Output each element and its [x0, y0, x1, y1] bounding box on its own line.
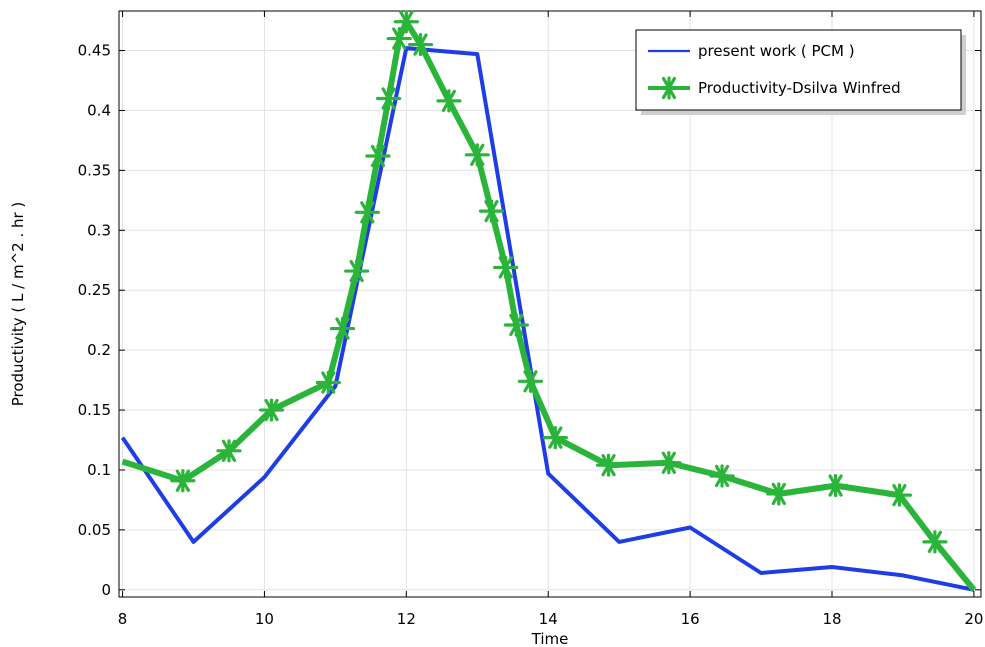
data-point-dsilva — [922, 530, 948, 554]
x-tick-label: 16 — [681, 610, 700, 628]
y-tick-label: 0 — [101, 581, 111, 599]
plot-frame — [118, 10, 982, 598]
data-point-dsilva — [216, 439, 242, 463]
legend-asterisk-icon — [656, 76, 682, 100]
data-point-dsilva — [822, 473, 849, 498]
y-tick-label: 0.45 — [78, 42, 111, 60]
data-point-dsilva — [766, 482, 792, 506]
x-tick-label: 14 — [539, 610, 558, 628]
data-point-dsilva — [464, 143, 490, 167]
series-line-dsilva — [121, 18, 977, 592]
y-tick-label: 0.2 — [87, 341, 111, 359]
data-point-dsilva — [354, 200, 380, 224]
data-point-dsilva — [886, 483, 913, 507]
data-point-dsilva — [493, 255, 519, 280]
y-tick-label: 0.1 — [87, 461, 111, 479]
data-point-dsilva — [436, 89, 462, 113]
data-point-dsilva — [709, 464, 735, 488]
y-tick-label: 0.4 — [87, 101, 111, 119]
y-tick-label: 0.05 — [78, 521, 111, 539]
data-point-dsilva — [365, 144, 391, 168]
data-point-dsilva — [170, 469, 196, 493]
legend: present work ( PCM ) Productivity-Dsilva… — [635, 29, 966, 115]
y-tick-label: 0.15 — [78, 401, 111, 419]
legend-box — [635, 29, 962, 111]
data-point-dsilva — [517, 369, 544, 393]
data-point-dsilva — [656, 451, 682, 475]
data-point-dsilva — [503, 313, 529, 337]
data-point-dsilva — [407, 32, 434, 57]
data-point-dsilva — [595, 453, 622, 477]
legend-label-dsilva: Productivity-Dsilva Winfred — [698, 79, 901, 97]
data-point-dsilva — [375, 86, 402, 111]
data-point-dsilva — [542, 426, 568, 450]
axis-ticks: 8 10 12 14 16 18 20 0 0.05 0.1 0.15 0.2 0.25 0.3 0.35 0… — [78, 11, 983, 628]
x-axis-label: Time — [531, 630, 569, 647]
series-line-present-work — [120, 46, 975, 592]
x-tick-label: 12 — [397, 610, 416, 628]
x-tick-label: 10 — [255, 610, 274, 628]
legend-marker-dsilva — [656, 76, 682, 100]
y-tick-label: 0.3 — [87, 221, 111, 239]
y-tick-label: 0.25 — [78, 281, 111, 299]
data-point-dsilva — [386, 26, 412, 51]
x-tick-label: 18 — [822, 610, 841, 628]
x-tick-label: 8 — [118, 610, 128, 628]
data-point-dsilva — [315, 370, 341, 395]
y-axis-label: Productivity ( L / m^2 . hr ) — [9, 202, 27, 407]
data-point-dsilva — [344, 259, 370, 283]
data-point-dsilva — [329, 316, 356, 341]
y-tick-label: 0.35 — [78, 161, 111, 179]
series-group — [120, 10, 977, 592]
data-point-dsilva — [258, 398, 285, 422]
legend-label-present-work: present work ( PCM ) — [698, 42, 855, 60]
data-point-dsilva — [478, 199, 505, 223]
data-point-dsilva — [393, 10, 419, 34]
x-tick-label: 20 — [964, 610, 983, 628]
